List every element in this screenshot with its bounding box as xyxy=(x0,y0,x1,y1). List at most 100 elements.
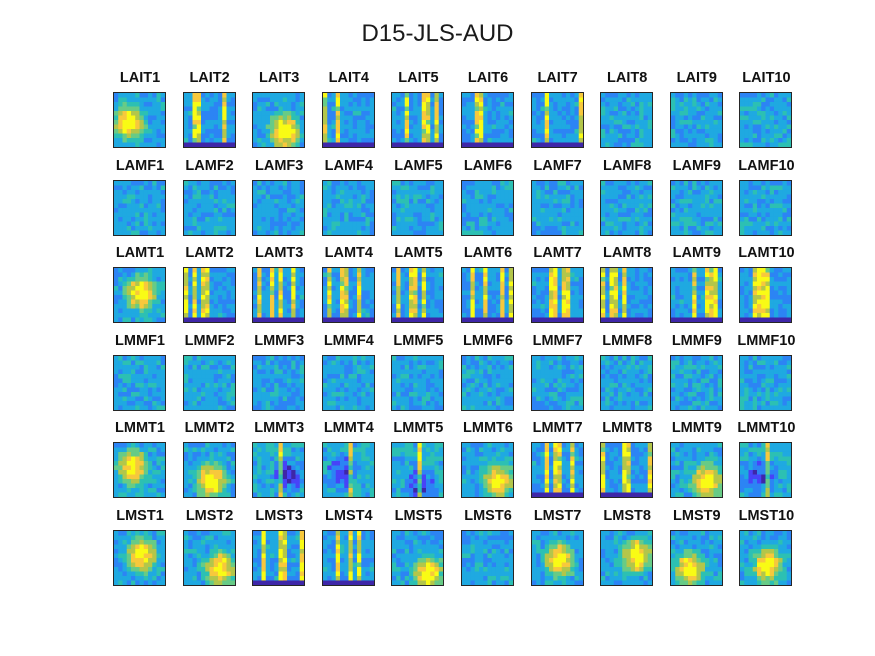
heatmap-cell xyxy=(613,276,619,282)
heatmap-cell xyxy=(156,276,162,282)
heatmap-cell xyxy=(344,216,349,222)
heatmap-cell xyxy=(295,317,301,322)
heatmap-cell xyxy=(265,93,271,98)
heatmap-cell xyxy=(114,377,119,383)
heatmap-cell xyxy=(626,295,632,300)
heatmap-cell xyxy=(508,198,513,204)
heatmap-cell xyxy=(757,299,762,305)
heatmap-cell xyxy=(700,295,706,300)
heatmap-cell xyxy=(392,281,397,287)
heatmap-cell xyxy=(295,120,301,125)
heatmap-cell xyxy=(717,101,722,107)
heatmap-cell xyxy=(369,225,374,231)
heatmap-cell xyxy=(670,93,676,98)
heatmap-cell xyxy=(278,382,284,388)
heatmap-cell xyxy=(479,180,484,186)
heatmap-cell xyxy=(713,281,718,287)
heatmap-cell xyxy=(335,272,341,278)
heatmap-cell xyxy=(479,295,484,300)
heatmap-cell xyxy=(578,128,583,134)
heatmap-cell xyxy=(270,138,275,143)
heatmap-cell xyxy=(122,295,128,300)
heatmap-cell xyxy=(613,268,619,273)
heatmap-cell xyxy=(618,194,623,199)
heatmap-cell xyxy=(696,133,701,139)
heatmap-cell xyxy=(344,120,349,125)
heatmap-cell xyxy=(500,128,505,134)
heatmap-cell xyxy=(183,189,189,195)
heatmap-cell xyxy=(352,142,358,147)
heatmap-cell xyxy=(221,221,227,226)
heatmap-cell xyxy=(483,308,488,314)
heatmap-cell xyxy=(675,299,680,305)
heatmap-cell xyxy=(114,198,119,204)
heatmap-cell xyxy=(348,268,353,273)
heatmap-cell xyxy=(261,202,267,208)
heatmap-cell xyxy=(601,124,606,130)
heatmap-cell xyxy=(356,128,362,134)
heatmap-cell xyxy=(462,225,467,231)
heatmap-cell xyxy=(282,360,288,365)
heatmap-cell xyxy=(392,111,397,116)
heatmap-cell xyxy=(131,268,136,273)
heatmap-cell xyxy=(352,268,358,273)
heatmap-cell xyxy=(422,93,427,98)
heatmap-cell xyxy=(508,281,513,287)
heatmap-cell xyxy=(196,268,201,273)
heatmap-cell xyxy=(291,198,296,204)
heatmap-cell xyxy=(213,308,218,314)
heatmap-cell xyxy=(213,303,218,309)
heatmap-cell xyxy=(778,198,784,204)
heatmap-cell xyxy=(344,189,349,195)
heatmap-cell xyxy=(552,276,558,282)
heatmap-cell xyxy=(683,290,689,296)
heatmap-cell xyxy=(187,286,193,291)
heatmap-cell xyxy=(187,229,193,235)
heatmap-cell xyxy=(761,202,767,208)
heatmap-cell xyxy=(605,212,610,217)
heatmap-cell xyxy=(327,115,332,121)
heatmap-cell xyxy=(774,281,779,287)
heatmap-cell xyxy=(744,128,750,134)
heatmap-cell xyxy=(361,268,366,273)
heatmap-cell xyxy=(139,120,145,125)
heatmap-cell xyxy=(613,180,619,186)
heatmap-cell xyxy=(192,133,197,139)
heatmap-cell xyxy=(392,97,397,103)
heatmap-cell xyxy=(635,276,640,282)
heatmap-cell xyxy=(774,189,779,195)
heatmap-cell xyxy=(753,286,758,291)
heatmap-cell xyxy=(213,276,218,282)
heatmap-cell xyxy=(152,120,157,125)
heatmap-cell xyxy=(339,180,345,186)
heatmap-cell xyxy=(230,138,235,143)
heatmap-cell xyxy=(548,185,554,190)
heatmap-cell xyxy=(122,276,128,282)
heatmap-cell xyxy=(626,221,632,226)
heatmap-cell xyxy=(574,128,579,134)
heatmap-cell xyxy=(748,221,754,226)
heatmap-cell xyxy=(339,295,345,300)
heatmap-cell xyxy=(643,120,649,125)
heatmap-cell xyxy=(578,93,583,98)
heatmap-cell xyxy=(261,128,267,134)
heatmap-cell xyxy=(409,138,414,143)
heatmap-cell xyxy=(356,290,362,296)
heatmap-cell xyxy=(200,216,206,222)
heatmap-cell xyxy=(569,194,575,199)
heatmap-cell xyxy=(757,180,762,186)
heatmap-cell xyxy=(118,106,123,112)
heatmap-cell xyxy=(417,194,423,199)
heatmap-cell xyxy=(160,360,165,365)
heatmap-cell xyxy=(683,272,689,278)
heatmap-cell xyxy=(295,369,301,374)
heatmap-cell xyxy=(540,93,545,98)
heatmap-cell xyxy=(299,295,305,300)
heatmap-cell xyxy=(122,221,128,226)
heatmap-cell xyxy=(495,101,501,107)
heatmap-cell xyxy=(675,202,680,208)
heatmap-cell xyxy=(396,268,402,273)
heatmap-cell xyxy=(622,286,627,291)
heatmap-cell xyxy=(209,202,214,208)
heatmap-cell xyxy=(156,404,162,410)
